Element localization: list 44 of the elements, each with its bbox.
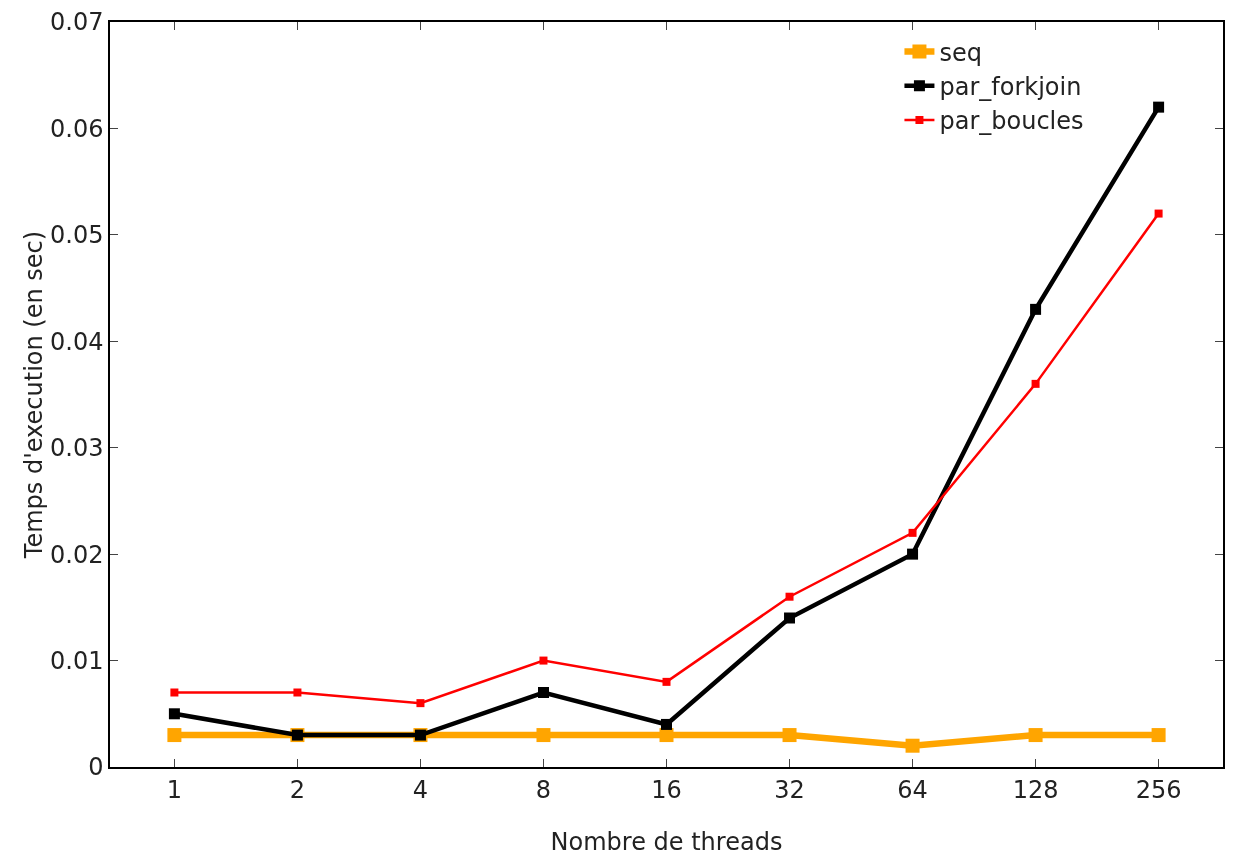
point <box>168 708 180 720</box>
y-tick-label: 0 <box>88 753 104 782</box>
legend-label: par_boucles <box>939 107 1084 136</box>
x-tick-label: 32 <box>774 775 805 804</box>
point <box>536 728 551 743</box>
point <box>908 528 917 537</box>
point <box>1031 379 1040 388</box>
point <box>782 728 797 743</box>
point <box>539 656 548 665</box>
point <box>416 699 425 708</box>
point <box>907 548 919 560</box>
x-tick-label: 8 <box>535 775 552 804</box>
y-tick-label: 0.04 <box>50 327 104 356</box>
y-tick-label: 0.02 <box>50 540 104 569</box>
x-tick-label: 64 <box>897 775 928 804</box>
legend-label: par_forkjoin <box>939 73 1082 102</box>
x-tick-label: 4 <box>412 775 429 804</box>
point <box>1030 303 1042 315</box>
x-tick-label: 16 <box>651 775 682 804</box>
point <box>1154 209 1163 218</box>
legend-label: seq <box>939 38 982 67</box>
point <box>661 718 672 730</box>
point <box>293 688 302 697</box>
point <box>662 677 671 686</box>
y-tick-label: 0.06 <box>50 114 104 143</box>
y-tick-label: 0.07 <box>50 8 104 37</box>
point <box>784 612 796 624</box>
point <box>170 688 179 697</box>
x-tick-label: 128 <box>1012 775 1059 804</box>
point <box>1153 101 1165 113</box>
y-axis-title: Temps d'execution (en sec) <box>20 230 49 560</box>
point <box>905 738 920 753</box>
point <box>785 592 794 601</box>
x-tick-label: 1 <box>166 775 183 804</box>
x-axis-title: Nombre de threads <box>550 827 783 856</box>
x-tick-label: 256 <box>1135 775 1182 804</box>
y-tick-label: 0.03 <box>50 434 104 463</box>
point <box>167 728 182 743</box>
y-tick-label: 0.01 <box>50 646 104 675</box>
point <box>1151 728 1166 743</box>
x-tick-label: 2 <box>289 775 306 804</box>
point <box>537 687 549 698</box>
y-tick-label: 0.05 <box>50 221 104 250</box>
point <box>1028 728 1043 743</box>
